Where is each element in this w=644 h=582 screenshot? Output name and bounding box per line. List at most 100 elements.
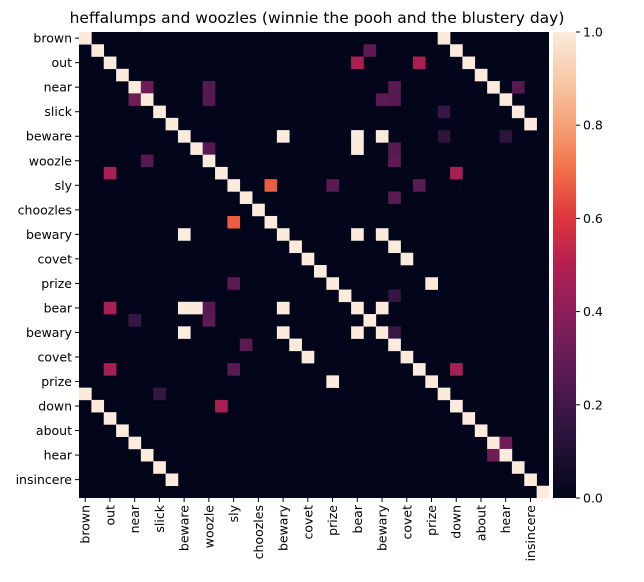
heatmap-cell	[289, 338, 302, 352]
heatmap-cell	[239, 338, 253, 352]
heatmap-cell	[153, 387, 166, 401]
y-tick-label: hear	[44, 448, 73, 463]
heatmap-cell	[227, 363, 241, 376]
heatmap-cell	[437, 130, 451, 143]
x-tick-label: bewary	[375, 504, 390, 551]
x-tick-label: about	[473, 505, 488, 541]
heatmap-cell	[450, 166, 463, 180]
x-tick-label: prize	[424, 505, 439, 536]
heatmap-cell	[351, 301, 364, 315]
heatmap-cell	[536, 485, 550, 499]
heatmap-cell	[425, 277, 438, 290]
x-tick-label: covet	[300, 505, 315, 540]
heatmap-cell	[202, 154, 216, 168]
heatmap-cell	[140, 93, 154, 106]
x-tick-label: hear	[498, 504, 513, 533]
heatmap-cell	[388, 191, 401, 204]
heatmap-cell	[103, 301, 117, 315]
heatmap-cell	[128, 436, 142, 450]
heatmap-cell	[314, 265, 327, 278]
heatmap-cell	[388, 142, 401, 155]
x-tick-labels: brown out near slick beware woozle sly choozles…	[78, 498, 538, 561]
heatmap-cell	[103, 363, 117, 376]
heatmap-cell	[153, 461, 166, 474]
x-tick-label: slick	[152, 504, 167, 532]
heatmap-cell	[351, 56, 364, 70]
heatmap-cell	[91, 399, 105, 413]
heatmap-cell	[165, 117, 179, 131]
heatmap-cell	[511, 461, 525, 474]
heatmap-cell	[499, 448, 513, 462]
x-tick-label: prize	[325, 505, 340, 536]
colorbar-tick-label: 1.0	[583, 25, 603, 40]
heatmap-cell	[499, 130, 513, 143]
heatmap-cell	[412, 56, 426, 70]
colorbar-gradient	[553, 32, 576, 498]
heatmap-cell	[400, 350, 414, 364]
heatmap-cell	[202, 81, 216, 94]
heatmap-cell	[128, 81, 142, 94]
heatmap-cell	[499, 93, 513, 106]
y-tick-label: bear	[44, 300, 73, 315]
colorbar-tick-label: 0.8	[583, 118, 603, 133]
heatmap-cell	[227, 277, 241, 290]
heatmap-cell	[128, 93, 142, 106]
y-tick-label: choozles	[18, 202, 72, 217]
x-tick-label: sly	[226, 504, 241, 522]
x-tick-label: near	[127, 504, 142, 533]
x-tick-label: brown	[78, 505, 93, 544]
y-tick-label: beware	[26, 129, 72, 144]
heatmap-cell	[412, 179, 426, 192]
heatmap-cell	[202, 301, 216, 315]
heatmap-cell	[351, 130, 364, 143]
heatmap-cell	[264, 215, 278, 229]
heatmap-cell	[375, 130, 389, 143]
heatmap-cell	[276, 326, 290, 339]
heatmap-cell	[190, 301, 203, 315]
heatmap-cell	[487, 81, 500, 94]
heatmap-cell	[202, 142, 216, 155]
heatmap-cell	[412, 363, 426, 376]
y-tick-label: bewary	[26, 227, 73, 242]
chart-title: heffalumps and woozles (winnie the pooh …	[70, 9, 565, 27]
x-tick-label: insincere	[523, 505, 538, 562]
heatmap-cell	[363, 44, 377, 57]
heatmap-cell	[276, 130, 290, 143]
heatmap-cell	[487, 436, 500, 450]
y-tick-label: sly	[55, 178, 73, 193]
heatmap-cell	[363, 314, 377, 327]
heatmap-cell	[388, 326, 401, 339]
heatmap-cell	[388, 240, 401, 254]
heatmap-cell	[215, 166, 228, 180]
heatmap-cell	[239, 191, 253, 204]
heatmap-cell	[326, 179, 340, 192]
heatmap-cell	[450, 44, 463, 57]
heatmap-cell	[511, 81, 525, 94]
heatmap-cell	[437, 32, 451, 45]
heatmap-cell	[388, 289, 401, 303]
heatmap-cell	[128, 314, 142, 327]
heatmap-cell	[140, 154, 154, 168]
heatmap-cells	[79, 32, 550, 499]
y-tick-label: insincere	[16, 472, 73, 487]
y-tick-label: woozle	[29, 153, 73, 168]
y-tick-label: prize	[41, 276, 72, 291]
y-tick-label: brown	[33, 31, 72, 46]
heatmap-cell	[140, 448, 154, 462]
heatmap-cell	[388, 154, 401, 168]
y-tick-label: out	[52, 55, 73, 70]
heatmap-cell	[388, 338, 401, 352]
x-tick-label: covet	[399, 505, 414, 540]
heatmap-cell	[91, 44, 105, 57]
colorbar-tick-label: 0.4	[583, 304, 603, 319]
heatmap-cell	[276, 301, 290, 315]
heatmap-cell	[388, 93, 401, 106]
heatmap-cell	[276, 228, 290, 241]
heatmap-cell	[289, 240, 302, 254]
heatmap-cell	[177, 301, 191, 315]
heatmap-cell	[425, 375, 438, 388]
heatmap-cell	[375, 93, 389, 106]
heatmap-cell	[450, 363, 463, 376]
y-tick-label: bewary	[26, 325, 73, 340]
x-tick-label: bewary	[276, 504, 291, 551]
